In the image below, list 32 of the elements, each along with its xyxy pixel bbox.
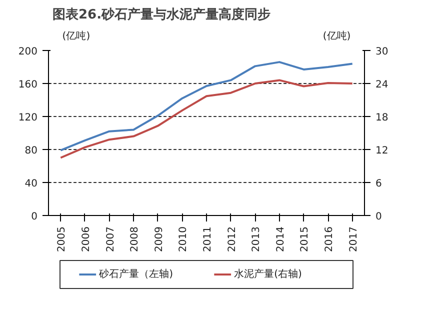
x-tick-label: 2009 [154,226,165,252]
y-tick-label: 0 [31,212,38,222]
y-tick-label: 40 [24,178,38,190]
x-tick-label: 2005 [56,226,68,252]
y2-tick-label: 0 [376,212,382,222]
y2-tick-label: 12 [376,146,388,156]
x-tick-label: 2016 [324,226,336,252]
x-tick-label: 2013 [251,226,262,252]
legend-label: 水泥产量(右轴) [234,268,302,280]
y2-tick-label: 24 [376,80,388,90]
y-tick-label: 200 [18,46,38,58]
y2-tick-label: 18 [376,112,388,124]
x-tick-label: 2012 [226,226,238,252]
line-series [60,61,354,152]
line-series [60,79,354,159]
y2-tick-label: 30 [376,46,388,58]
y-axis-title: (亿吨) [62,30,90,42]
x-tick-label: 2017 [348,226,360,252]
y2-axis-title: (亿吨) [322,30,351,42]
x-tick-label: 2014 [275,226,286,252]
legend-label: 砂石产量（左轴) [98,268,174,280]
x-tick-label: 2006 [80,226,92,252]
y-tick-label: 80 [24,146,38,156]
y2-tick-label: 6 [376,178,382,190]
x-tick-label: 2008 [130,226,141,252]
y-tick-label: 160 [18,80,38,90]
x-tick-label: 2010 [178,226,190,252]
x-tick-label: 2015 [300,226,311,252]
chart-title: 图表26.砂石产量与水泥产量高度同步 [52,6,271,22]
y-tick-label: 120 [18,112,38,124]
x-tick-label: 2007 [105,226,116,252]
x-tick-label: 2011 [202,226,214,252]
